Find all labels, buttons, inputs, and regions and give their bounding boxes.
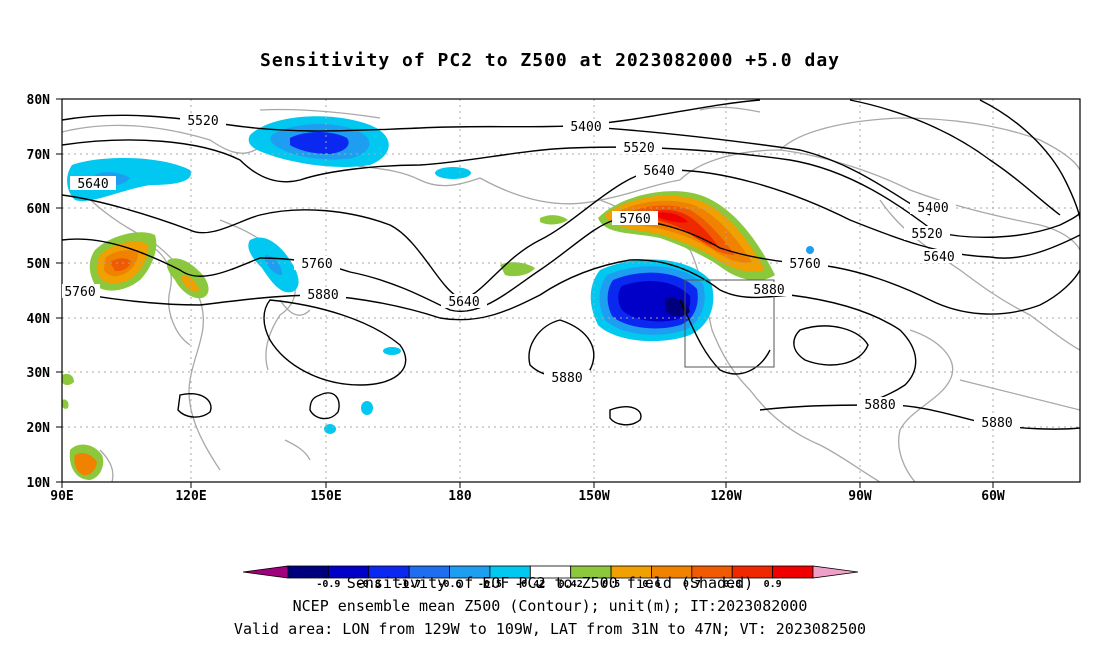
colorbar-tick-label: 0.7: [683, 579, 701, 590]
axis-ticks: [56, 98, 994, 488]
colorbar-tick-label: -0.7: [397, 579, 421, 590]
lat-label: 80N: [27, 93, 51, 108]
colorbar-tick-label: 0.5: [602, 579, 620, 590]
contour-label: 5880: [753, 283, 784, 298]
contour-label: 5520: [187, 114, 218, 129]
colorbar-tick-label: -0.42: [515, 579, 545, 590]
contour-label: 5640: [923, 250, 954, 265]
contour-labels: 5520 5400 5520 5640 5760 5880 5640 5760 …: [62, 113, 1020, 431]
lat-label: 20N: [27, 421, 51, 436]
lon-label: 150E: [310, 489, 341, 504]
contour-label: 5640: [448, 295, 479, 310]
lon-label: 120W: [710, 489, 741, 504]
colorbar-tick-label: 0.8: [723, 579, 741, 590]
lat-label: 60N: [27, 202, 51, 217]
colorbar-tick-label: -0.8: [357, 579, 381, 590]
lat-label: 70N: [27, 148, 51, 163]
contour-label: 5880: [981, 416, 1012, 431]
lat-label: 10N: [27, 476, 51, 491]
contour-label: 5880: [551, 371, 582, 386]
colorbar-tick-label: 0.6: [642, 579, 660, 590]
colorbar-end-high: [812, 565, 859, 579]
lat-label: 50N: [27, 257, 51, 272]
contour-label: 5400: [917, 201, 948, 216]
lon-label: 60W: [981, 489, 1005, 504]
lon-label: 180: [448, 489, 472, 504]
map-title: Sensitivity of PC2 to Z500 at 2023082000…: [259, 50, 840, 71]
z500-contours: [62, 99, 1080, 430]
contour-label: 5520: [911, 227, 942, 242]
footer-valid-area: Valid area: LON from 129W to 109W, LAT f…: [233, 620, 867, 638]
lat-label: 40N: [27, 312, 51, 327]
colorbar-tick-label: 0.9: [764, 579, 782, 590]
colorbar-tick-label: 0.42: [559, 579, 583, 590]
lon-label: 150W: [578, 489, 609, 504]
contour-label: 5520: [623, 141, 654, 156]
contour-label: 5880: [307, 288, 338, 303]
lon-label: 90E: [50, 489, 73, 504]
colorbar-tick-label: -0.9: [316, 579, 340, 590]
lon-label: 90W: [848, 489, 872, 504]
colorbar-tick-label: -0.6: [437, 579, 461, 590]
lon-label: 120E: [175, 489, 206, 504]
contour-label: 5760: [64, 285, 95, 300]
contour-label: 5400: [570, 120, 601, 135]
latitude-labels: 80N 70N 60N 50N 40N 30N 20N 10N: [27, 93, 51, 491]
contour-label: 5880: [551, 371, 582, 386]
contour-label: 5760: [789, 257, 820, 272]
footer-shaded-caption: Sensitivity of EOF PC2 to Z500 field (Sh…: [346, 574, 754, 592]
plot-area: [62, 99, 1080, 482]
colorbar-tick-label: -0.5: [478, 579, 502, 590]
contour-label: 5640: [643, 164, 674, 179]
contour-label: 5640: [77, 177, 108, 192]
longitude-labels: 90E 120E 150E 180 150W 120W 90W 60W: [50, 489, 1005, 504]
footer-contour-caption: NCEP ensemble mean Z500 (Contour); unit(…: [292, 597, 808, 615]
lat-label: 30N: [27, 366, 51, 381]
contour-label: 5880: [864, 398, 895, 413]
colorbar: -0.9 -0.8 -0.7 -0.6 -0.5 -0.42 0.42 0.5 0.6 0.7 0.…: [242, 565, 859, 590]
contour-label: 5760: [619, 212, 650, 227]
contour-label: 5760: [301, 257, 332, 272]
valid-area-box: [684, 279, 775, 368]
